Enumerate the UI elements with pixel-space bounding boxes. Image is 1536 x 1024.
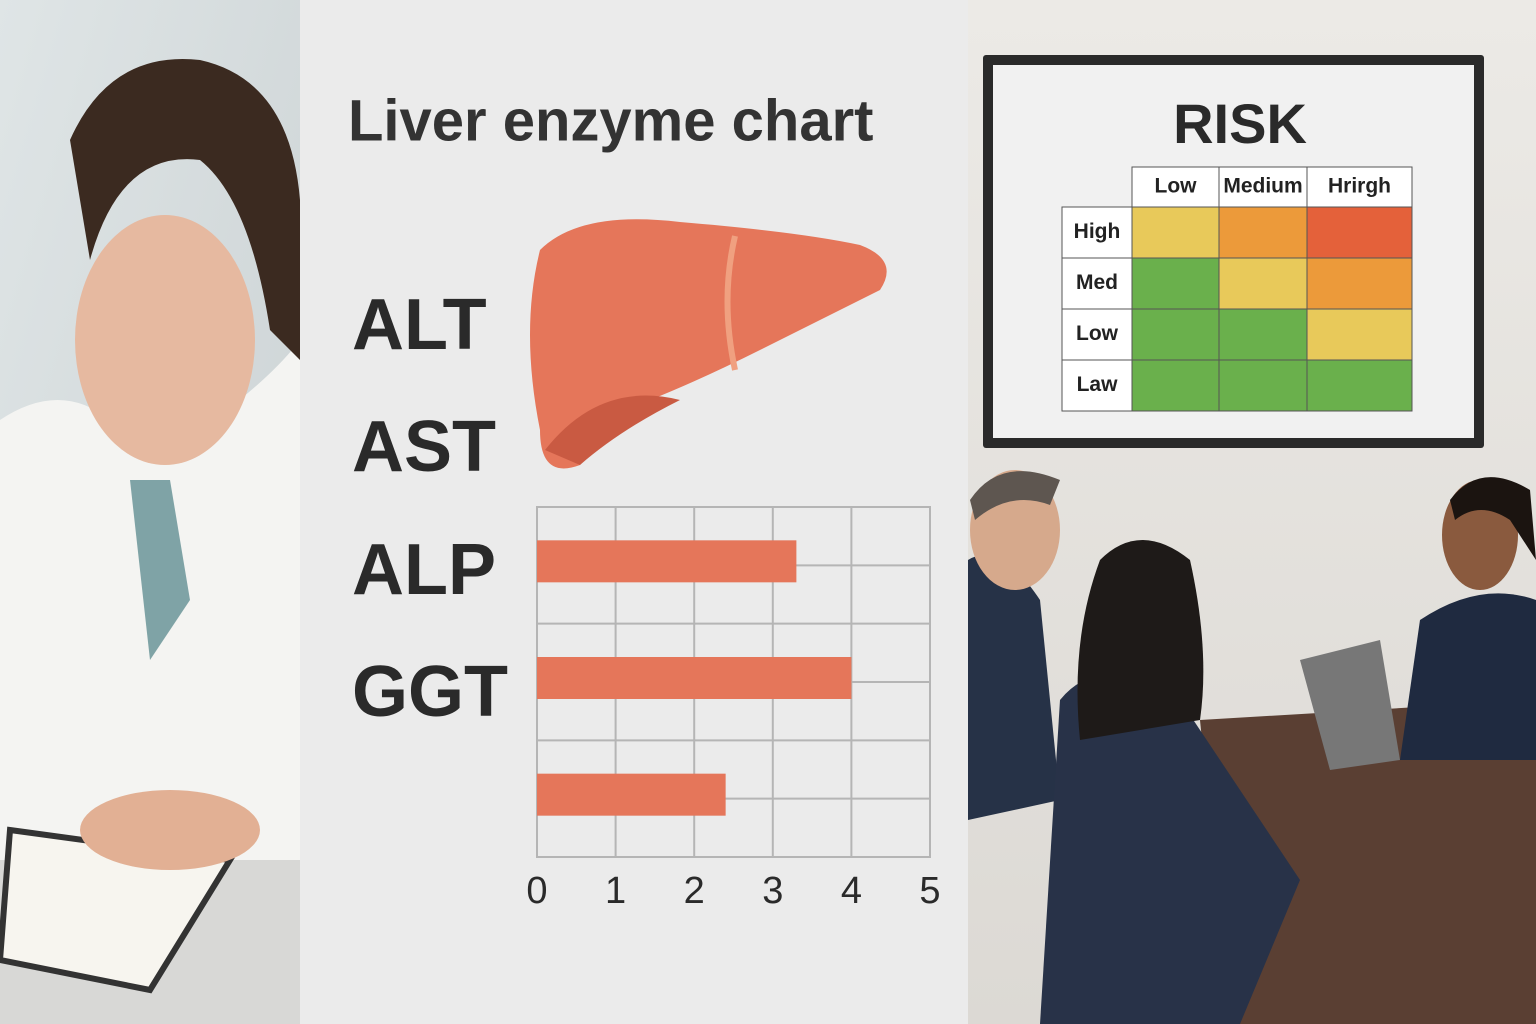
plot: 0 1 2 3 4 5	[526, 506, 941, 912]
row-header: High	[1074, 220, 1121, 243]
risk-cell	[1131, 359, 1220, 412]
risk-cell	[1306, 308, 1413, 361]
row-header: Low	[1076, 322, 1119, 345]
row-header-cell	[1061, 359, 1133, 412]
man-hair	[970, 471, 1060, 520]
risk-cell	[1131, 257, 1220, 310]
bar	[537, 657, 852, 699]
face	[75, 215, 255, 465]
enzyme-label: GGT	[352, 652, 508, 732]
left-photo	[0, 0, 300, 1024]
risk-cell	[1218, 308, 1308, 361]
chart-panel	[300, 0, 968, 1024]
bar	[537, 773, 726, 816]
risk-cell	[1131, 206, 1220, 259]
risk-cell	[1306, 257, 1413, 310]
x-tick-label: 0	[526, 870, 547, 912]
column-header-cell	[1218, 166, 1308, 208]
liver-ligament	[724, 235, 738, 371]
column-header-cell	[1306, 166, 1413, 208]
risk-cell	[1218, 359, 1308, 412]
laptop	[1300, 640, 1400, 770]
enzyme-label: ALP	[352, 530, 496, 610]
woman2-hair	[1450, 477, 1536, 560]
column-header: Hrirgh	[1328, 175, 1391, 198]
row-header: Law	[1077, 373, 1119, 396]
risk-cell	[1306, 206, 1413, 259]
x-tick-label: 5	[919, 870, 940, 912]
table	[1200, 700, 1536, 1024]
matrix-title: RISK	[1173, 92, 1307, 155]
column-header: Low	[1155, 175, 1198, 198]
side-labels: ALT AST ALP GGT	[352, 285, 508, 732]
bar	[537, 540, 797, 583]
x-tick-label: 4	[841, 870, 862, 912]
woman2-suit	[1400, 593, 1536, 760]
woman-suit	[1040, 675, 1300, 1024]
column-header-cell	[1131, 166, 1220, 208]
row-header: Med	[1076, 271, 1118, 294]
risk-cell	[1306, 359, 1413, 412]
risk-matrix: Low Medium Hrirgh High Med Low Law	[1061, 166, 1413, 412]
hair	[70, 59, 300, 360]
chart-title: Liver enzyme chart	[348, 88, 873, 153]
x-tick-label: 3	[762, 870, 783, 912]
column-header: Medium	[1223, 175, 1302, 198]
risk-cell	[1218, 206, 1308, 259]
hand	[80, 790, 260, 870]
x-tick-label: 2	[684, 870, 705, 912]
woman-hair	[1077, 540, 1204, 740]
risk-cell	[1131, 308, 1220, 361]
x-tick-label: 1	[605, 870, 626, 912]
scrubs	[130, 480, 190, 660]
row-header-cell	[1061, 206, 1133, 259]
enzyme-label: ALT	[352, 285, 487, 365]
risk-cell	[1218, 257, 1308, 310]
man-suit	[968, 555, 1060, 820]
enzyme-label: AST	[352, 407, 496, 487]
liver-shade	[545, 395, 680, 465]
